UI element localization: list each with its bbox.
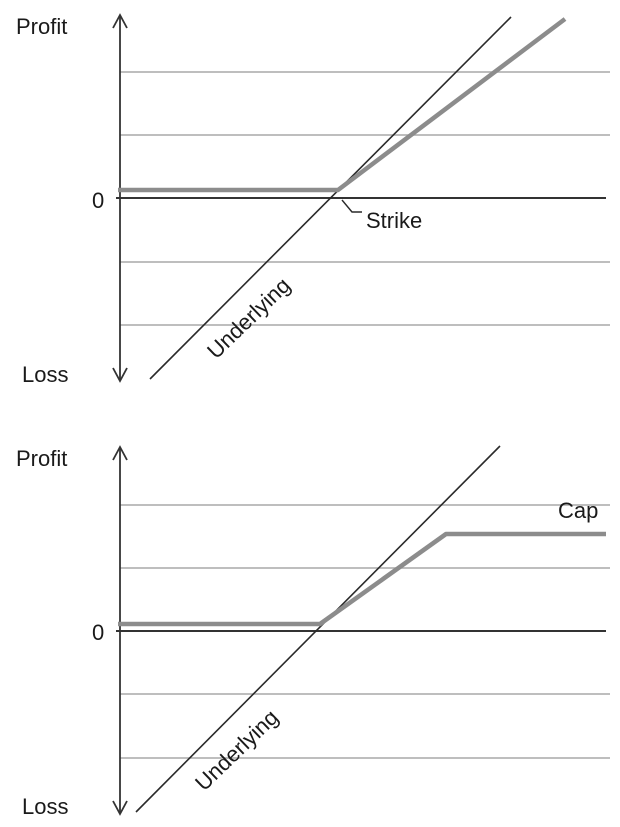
bottom-payoff-diagram: Profit Loss 0 Cap Underlying <box>16 445 610 819</box>
top-underlying-label: Underlying <box>202 273 295 364</box>
bottom-loss-label: Loss <box>22 794 68 819</box>
top-payoff-line <box>118 17 567 193</box>
top-zero-label: 0 <box>92 188 104 213</box>
top-down-arrow-icon <box>112 367 128 383</box>
top-strike-pointer <box>341 199 362 213</box>
top-underlying-line <box>149 16 512 380</box>
bottom-zero-label: 0 <box>92 620 104 645</box>
bottom-underlying-label: Underlying <box>190 705 283 796</box>
bottom-profit-label: Profit <box>16 446 67 471</box>
top-payoff-diagram: Profit Loss 0 Strike Underlying <box>16 13 610 387</box>
bottom-down-arrow-icon <box>112 800 128 816</box>
bottom-payoff-line <box>118 531 606 627</box>
bottom-up-arrow-icon <box>112 445 128 461</box>
top-profit-label: Profit <box>16 14 67 39</box>
top-up-arrow-icon <box>112 13 128 29</box>
bottom-cap-label: Cap <box>558 498 598 523</box>
top-strike-label: Strike <box>366 208 422 233</box>
top-loss-label: Loss <box>22 362 68 387</box>
bottom-underlying-line <box>135 445 501 813</box>
